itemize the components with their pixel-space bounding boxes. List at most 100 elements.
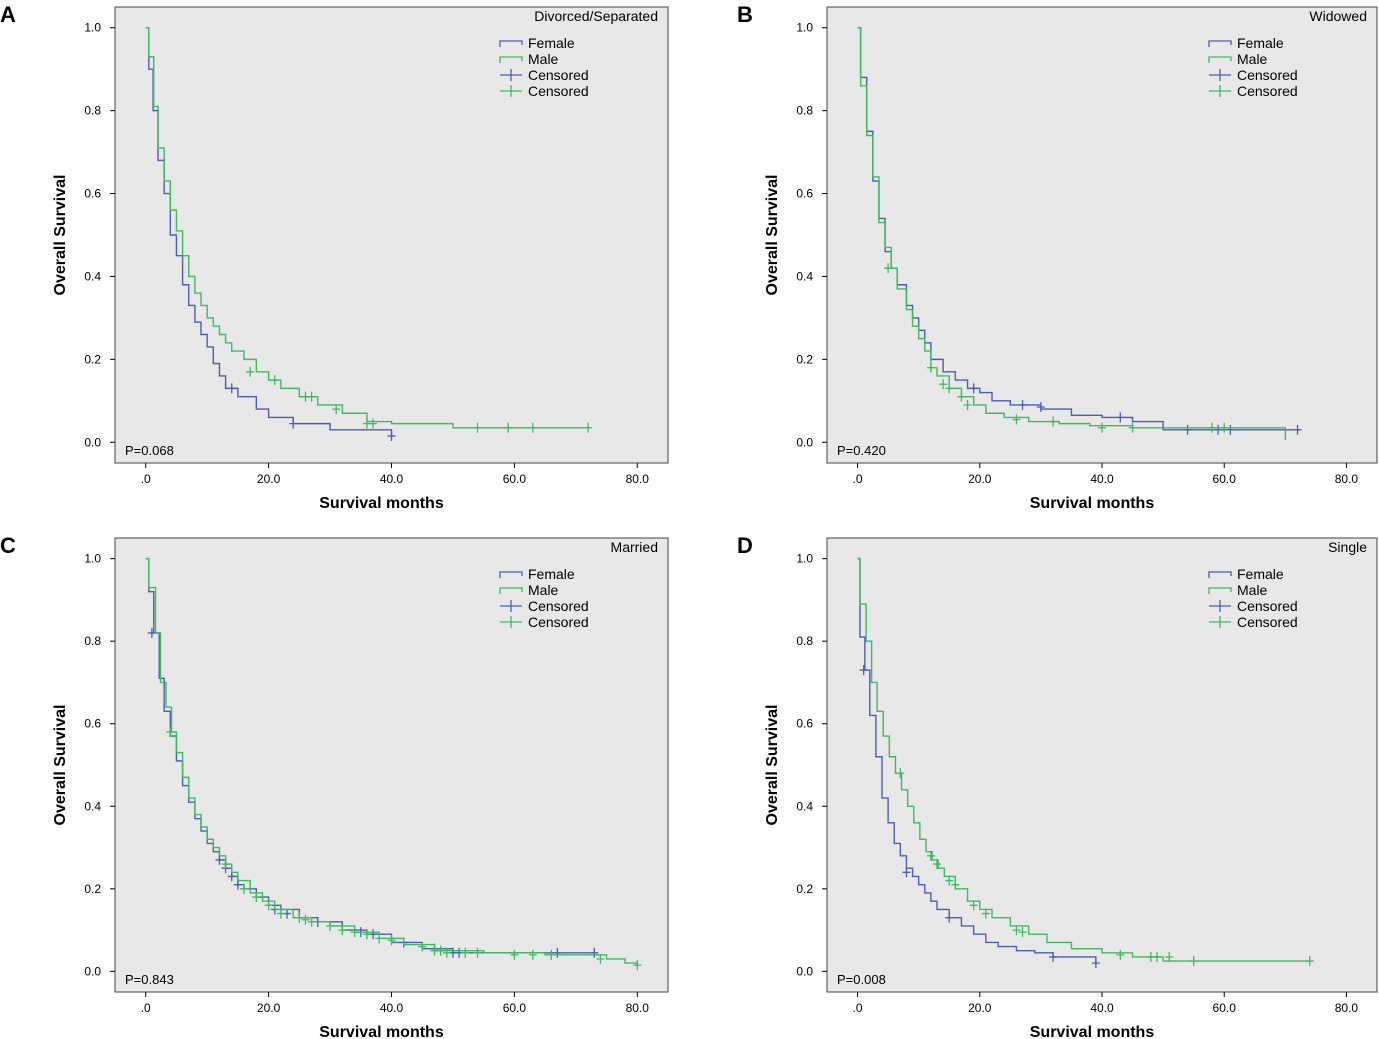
censor-mark-male (951, 879, 960, 890)
legend-label: Censored (528, 598, 589, 614)
legend-swatch (500, 85, 522, 97)
censor-mark-female (969, 383, 978, 394)
censor-mark-female (215, 854, 224, 865)
censor-mark-male (1165, 951, 1174, 962)
censor-mark-male (1012, 925, 1021, 936)
censor-mark-male (442, 947, 451, 958)
censor-mark-female (289, 418, 298, 429)
censor-mark-male (1098, 422, 1106, 433)
y-axis-title: Overall Survival (764, 175, 781, 296)
censor-mark-female (1018, 399, 1027, 410)
censor-mark-male (1208, 422, 1216, 433)
censor-mark-male (504, 422, 513, 433)
censor-mark-female (553, 947, 562, 958)
censor-mark-male (473, 422, 482, 433)
censor-mark-female (902, 867, 911, 878)
panel-b: B 0.0 0.2 0.4 0.6 0.8 1.0 .0 20.0 40.0 60.0 80.0 Sur… (737, 2, 1378, 512)
legend-swatch (499, 56, 523, 63)
censor-mark-male (939, 379, 948, 390)
x-tick-label: .0 (141, 1001, 151, 1015)
censor-mark-male (926, 362, 935, 373)
legend-label: Censored (528, 614, 589, 630)
censor-mark-male (945, 383, 954, 394)
censor-mark-female (227, 383, 236, 394)
legend-label: Censored (528, 83, 589, 99)
legend-label: Censored (1237, 598, 1298, 614)
km-curve-male (857, 27, 1287, 441)
censor-mark-male (1116, 949, 1125, 960)
y-tick-label: 0.2 (84, 352, 101, 366)
legend-group-title: Single (1328, 539, 1367, 555)
censor-mark-female (1091, 958, 1100, 969)
x-tick-label: 40.0 (1090, 472, 1114, 486)
censor-mark-male (896, 768, 905, 779)
censor-mark-female (233, 879, 242, 890)
y-tick-label: 1.0 (84, 21, 101, 35)
panel-a: A 0.0 0.2 0.4 0.6 0.8 1.0 .0 20.0 40.0 60.0 80.0 Sur… (0, 2, 669, 512)
legend-label: Female (1237, 566, 1284, 582)
censor-mark-male (301, 914, 310, 925)
censor-mark-male (221, 859, 230, 870)
legend-swatch (500, 69, 522, 81)
x-axis-title: Survival months (1030, 1024, 1155, 1039)
y-tick-label: 0.0 (84, 435, 101, 449)
censor-mark-male (1153, 951, 1161, 962)
y-tick-label: 1.0 (796, 21, 813, 35)
plot-area (826, 6, 1378, 464)
x-tick-label: 80.0 (1335, 472, 1359, 486)
legend-swatch (500, 616, 522, 628)
censor-mark-male (270, 375, 279, 386)
censor-mark-male (375, 933, 384, 944)
censor-mark-male (473, 947, 482, 958)
censor-mark-male (338, 925, 347, 936)
censor-mark-male (945, 875, 954, 886)
y-tick-label: 0.2 (84, 882, 101, 896)
censor-mark-female (1214, 424, 1223, 435)
censor-mark-female (590, 947, 599, 958)
legend-swatch (1209, 85, 1231, 97)
censor-mark-male (326, 920, 335, 931)
plot-area (114, 6, 669, 464)
legend-swatch (499, 587, 523, 594)
x-tick-label: 40.0 (380, 1001, 404, 1015)
y-tick-label: 0.8 (84, 634, 101, 648)
p-value: P=0.843 (125, 972, 174, 987)
x-tick-label: 60.0 (503, 472, 527, 486)
x-axis-title: Survival months (1030, 495, 1155, 512)
y-tick-label: 1.0 (796, 552, 813, 566)
legend-label: Censored (528, 67, 589, 83)
y-tick-label: 0.0 (796, 964, 813, 978)
x-tick-label: .0 (853, 1001, 863, 1015)
y-tick-label: 0.4 (796, 799, 813, 813)
censor-mark-male (350, 927, 359, 938)
legend-swatch (1208, 571, 1232, 578)
legend-label: Female (528, 35, 575, 51)
panel-d: D 0.0 0.2 0.4 0.6 0.8 1.0 .0 20.0 40.0 60.0 80.0 Sur… (737, 533, 1378, 1039)
x-tick-label: 40.0 (1090, 1001, 1114, 1015)
x-tick-label: 20.0 (257, 1001, 281, 1015)
censor-mark-male (596, 953, 605, 964)
censor-mark-male (926, 850, 935, 861)
x-tick-label: 80.0 (1335, 1001, 1359, 1015)
y-tick-label: 0.4 (84, 269, 101, 283)
p-value: P=0.068 (125, 443, 174, 458)
y-tick-label: 1.0 (84, 552, 101, 566)
legend-group-title: Widowed (1309, 8, 1367, 24)
censor-mark-male (387, 935, 396, 946)
censor-mark-male (933, 859, 941, 870)
legend-label: Female (528, 566, 575, 582)
y-tick-label: 0.2 (796, 352, 813, 366)
x-tick-label: 60.0 (1213, 1001, 1237, 1015)
censor-mark-male (166, 726, 175, 737)
panel-letter: D (737, 533, 753, 558)
censor-mark-female (1049, 951, 1058, 962)
censor-mark-female (1036, 402, 1045, 413)
censor-mark-male (510, 949, 519, 960)
censor-mark-male (332, 404, 341, 415)
legend-swatch (1209, 69, 1231, 81)
censor-mark-male (884, 263, 893, 274)
y-tick-label: 0.0 (84, 964, 101, 978)
censor-mark-male (1189, 956, 1198, 967)
y-axis-title: Overall Survival (52, 705, 69, 826)
censor-mark-male (1128, 422, 1137, 433)
